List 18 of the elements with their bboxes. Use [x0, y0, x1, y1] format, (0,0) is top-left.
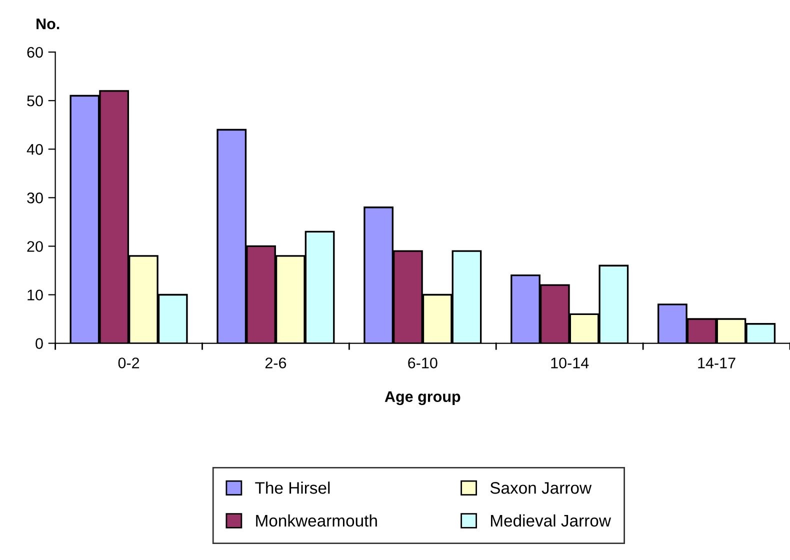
y-tick-label: 20 [27, 241, 43, 252]
legend-label: Saxon Jarrow [490, 482, 592, 494]
y-tick-label: 0 [36, 338, 43, 349]
y-tick-label: 40 [26, 144, 43, 155]
y-tick-label: 60 [27, 46, 43, 58]
y-tick-label: 30 [27, 192, 43, 204]
legend-label: Medieval Jarrow [491, 514, 612, 527]
x-tick-label: 10-14 [551, 358, 589, 368]
x-axis-title: Age group [384, 391, 460, 406]
y-axis-title: No. [36, 18, 60, 30]
x-tick-label: 6-10 [408, 358, 438, 368]
x-tick-label: 2-6 [265, 358, 286, 368]
legend-label: The Hirsel [255, 482, 330, 494]
y-tick-label: 50 [27, 95, 43, 106]
y-tick-label: 10 [28, 290, 43, 300]
x-tick-label: 14-17 [698, 358, 736, 368]
legend-label: Monkwearmouth [256, 514, 377, 527]
x-tick-label: 0-2 [118, 358, 140, 368]
